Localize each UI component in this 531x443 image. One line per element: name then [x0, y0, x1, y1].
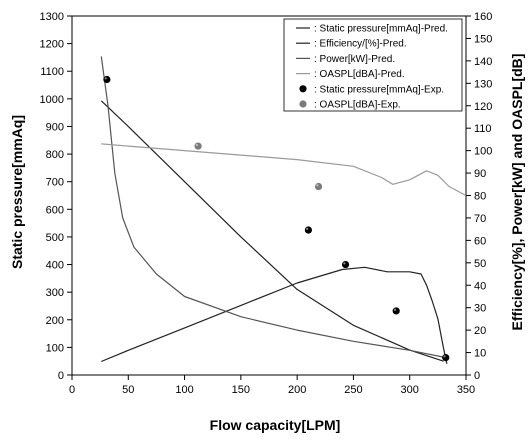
legend-box [283, 18, 463, 112]
y2-tick-label: 130 [474, 78, 492, 90]
x-tick-label: 50 [122, 384, 134, 396]
y2-tick-label: 90 [474, 168, 486, 180]
y2-axis-title: Efficiency[%], Power[kW] and OASPL[dB] [509, 54, 525, 331]
y2-tick-label: 110 [474, 123, 492, 135]
series-layer [100, 56, 467, 364]
x-tick-label: 150 [232, 384, 250, 396]
x-axis-title: Flow capacity[LPM] [210, 417, 341, 433]
x-tick-label: 200 [288, 384, 306, 396]
y2-tick-label: 150 [474, 33, 492, 45]
data-point-highlight [104, 77, 107, 80]
legend-label: : OASPL[dBA]-Pred. [314, 69, 405, 80]
series-line-efficiency-pred [101, 266, 448, 364]
y-tick-label: 900 [46, 121, 64, 133]
data-point-highlight [316, 184, 319, 187]
legend-label: : Power[kW]-Pred. [314, 54, 395, 65]
y-tick-label: 800 [46, 149, 64, 161]
y-tick-label: 400 [46, 260, 64, 272]
y2-tick-label: 160 [474, 11, 492, 23]
y2-tick-label: 70 [474, 213, 486, 225]
legend-swatch-marker [299, 85, 307, 93]
y2-tick-label: 20 [474, 325, 486, 337]
x-tick-label: 250 [344, 384, 362, 396]
data-point-oaspl-dba-exp [194, 142, 202, 150]
y-tick-label: 1300 [40, 11, 64, 23]
data-point-highlight [393, 308, 397, 311]
data-point-static-pressure-mmaq-exp [392, 307, 400, 315]
y-tick-label: 100 [46, 342, 64, 354]
legend-label: : Static pressure[mmAq]-Pred. [314, 24, 448, 35]
y-tick-label: 200 [46, 315, 64, 327]
data-point-highlight [443, 355, 446, 358]
series-line-oaspl-dba-pred [101, 143, 467, 197]
data-point-static-pressure-mmaq-exp [341, 260, 350, 269]
y2-tick-label: 100 [474, 146, 492, 158]
y2-tick-label: 60 [474, 235, 486, 247]
legend: : Static pressure[mmAq]-Pred. : Efficienc… [283, 18, 463, 112]
data-point-oaspl-dba-exp [314, 182, 323, 191]
y2-tick-label: 10 [474, 348, 486, 360]
x-tick-label: 100 [175, 384, 193, 396]
y2-tick-label: 140 [474, 56, 492, 68]
data-point-static-pressure-mmaq-exp [442, 354, 450, 362]
x-axis-ticks: 0 50 100 150 200 250 300 350 [69, 375, 475, 396]
y2-axis-ticks: 0 10 20 30 40 50 60 70 80 90 100 110 120 130 140 150 160 [466, 11, 492, 382]
data-point-highlight [343, 262, 346, 265]
y-tick-label: 1100 [40, 66, 64, 78]
x-tick-label: 0 [69, 384, 75, 396]
y-axis-title: Static pressure[mmAq] [9, 115, 25, 269]
y2-tick-label: 120 [474, 101, 492, 113]
y-tick-label: 1200 [40, 39, 64, 51]
y2-tick-label: 40 [474, 280, 486, 292]
data-point-highlight [306, 227, 309, 230]
y-tick-label: 0 [58, 370, 64, 382]
legend-label: : Static pressure[mmAq]-Exp. [314, 84, 444, 95]
y2-tick-label: 0 [474, 370, 480, 382]
legend-label: : Efficiency/[%]-Pred. [314, 39, 407, 50]
y2-tick-label: 30 [474, 303, 486, 315]
data-point-highlight [195, 143, 198, 147]
x-tick-label: 350 [457, 384, 475, 396]
y-tick-label: 700 [46, 177, 64, 189]
y2-tick-label: 50 [474, 258, 486, 270]
y-tick-label: 600 [46, 204, 64, 216]
data-point-static-pressure-mmaq-exp [304, 226, 312, 234]
y-axis-ticks: 0 100 200 300 400 500 600 700 800 900 1000 1100 1200… [40, 11, 72, 382]
x-tick-label: 300 [401, 384, 419, 396]
y-tick-label: 300 [46, 287, 64, 299]
legend-swatch-marker [299, 100, 307, 108]
series-line-power-kw-pred [100, 56, 444, 358]
y2-tick-label: 80 [474, 191, 486, 203]
series-line-static-pressure-mmaq-pred [100, 100, 444, 362]
y-tick-label: 500 [46, 232, 64, 244]
data-point-static-pressure-mmaq-exp [103, 75, 111, 84]
legend-label: : OASPL[dBA]-Exp. [314, 100, 401, 111]
y-tick-label: 1000 [40, 94, 64, 106]
